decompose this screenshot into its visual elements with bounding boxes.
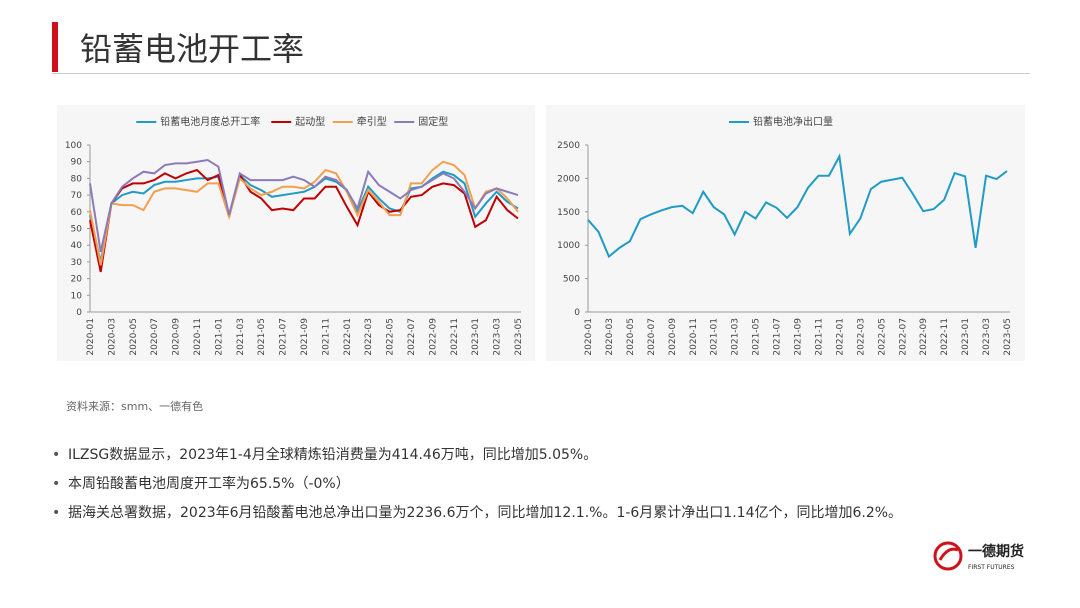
x-tick-label: 2021-05 <box>752 318 762 356</box>
x-tick-label: 2021-09 <box>300 318 310 356</box>
x-tick-label: 2021-07 <box>773 318 783 356</box>
x-tick-label: 2022-01 <box>343 318 353 356</box>
y-tick-label: 90 <box>71 158 83 168</box>
x-tick-label: 2023-01 <box>961 318 971 356</box>
x-tick-label: 2021-09 <box>794 318 804 356</box>
x-tick-label: 2021-01 <box>710 318 720 356</box>
x-tick-label: 2021-11 <box>814 318 824 356</box>
x-tick-label: 2022-11 <box>450 318 460 356</box>
y-tick-label: 1500 <box>557 208 580 218</box>
x-tick-label: 2020-11 <box>689 318 699 356</box>
slide-title: 铅蓄电池开工率 <box>80 30 305 68</box>
y-tick-label: 2500 <box>557 141 580 151</box>
x-tick-label: 2020-03 <box>107 318 117 356</box>
x-tick-label: 2022-03 <box>364 318 374 356</box>
series-line <box>89 158 519 253</box>
series-line <box>89 170 519 263</box>
logo-name: 一德期货 <box>968 543 1024 560</box>
bullet: 本周铅酸蓄电池周度开工率为65.5%（-0%） <box>52 473 902 502</box>
series-line <box>587 153 1008 259</box>
y-tick-label: 0 <box>574 308 580 318</box>
y-tick-label: 60 <box>71 208 83 218</box>
x-tick-label: 2020-07 <box>150 318 160 356</box>
bullet: ILZSG数据显示，2023年1-4月全球精炼铅消费量为414.46万吨，同比增… <box>52 444 902 473</box>
x-tick-label: 2021-05 <box>257 318 267 356</box>
x-tick-label: 2021-03 <box>236 318 246 356</box>
x-tick-label: 2020-05 <box>626 318 636 356</box>
x-tick-label: 2021-01 <box>214 318 224 356</box>
y-tick-label: 10 <box>71 291 83 301</box>
bullet-list: ILZSG数据显示，2023年1-4月全球精炼铅消费量为414.46万吨，同比增… <box>52 444 902 531</box>
x-tick-label: 2022-09 <box>428 318 438 356</box>
x-tick-label: 2020-09 <box>172 318 182 356</box>
x-tick-label: 2023-03 <box>982 318 992 356</box>
series-line <box>89 168 519 273</box>
x-tick-label: 2020-11 <box>193 318 203 356</box>
x-tick-label: 2022-03 <box>856 318 866 356</box>
x-tick-label: 2020-01 <box>584 318 594 356</box>
title-bar <box>52 22 58 72</box>
panel <box>57 105 535 361</box>
x-tick-label: 2020-03 <box>605 318 615 356</box>
x-tick-label: 2022-07 <box>898 318 908 356</box>
x-tick-label: 2022-01 <box>835 318 845 356</box>
x-tick-label: 2023-05 <box>1003 318 1013 356</box>
x-tick-label: 2021-07 <box>279 318 289 356</box>
x-tick-label: 2022-05 <box>877 318 887 356</box>
y-tick-label: 30 <box>71 258 83 268</box>
legend-label: 起动型 <box>295 115 325 128</box>
y-tick-label: 2000 <box>557 174 580 184</box>
legend-label: 固定型 <box>418 115 448 128</box>
panel <box>546 105 1025 361</box>
series-line <box>89 160 519 266</box>
x-tick-label: 2021-03 <box>731 318 741 356</box>
logo-sub: FIRST FUTURES <box>968 564 1015 571</box>
y-tick-label: 40 <box>71 241 83 251</box>
logo-icon <box>938 547 959 561</box>
legend-label: 牵引型 <box>357 115 387 128</box>
x-tick-label: 2020-01 <box>86 318 96 356</box>
legend-label: 铅蓄电池净出口量 <box>753 115 833 128</box>
logo-icon <box>933 541 963 571</box>
y-tick-label: 20 <box>71 275 83 285</box>
legend-label: 铅蓄电池月度总开工率 <box>160 115 260 128</box>
y-tick-label: 50 <box>71 225 83 235</box>
x-tick-label: 2021-11 <box>321 318 331 356</box>
x-tick-label: 2020-05 <box>129 318 139 356</box>
x-tick-label: 2022-07 <box>407 318 417 356</box>
y-tick-label: 80 <box>71 174 83 184</box>
y-tick-label: 0 <box>76 308 82 318</box>
y-tick-label: 100 <box>65 141 82 151</box>
y-tick-label: 70 <box>71 191 83 201</box>
bullet: 据海关总署数据，2023年6月铅酸蓄电池总净出口量为2236.6万个，同比增加1… <box>52 502 902 531</box>
x-tick-label: 2020-07 <box>647 318 657 356</box>
x-tick-label: 2023-05 <box>514 318 524 356</box>
y-tick-label: 1000 <box>557 241 580 251</box>
y-tick-label: 500 <box>563 275 580 285</box>
x-tick-label: 2022-09 <box>919 318 929 356</box>
x-tick-label: 2023-03 <box>493 318 503 356</box>
charts: 0 10 20 30 40 50 60 70 80 90 100 2020-01 2020-03 2020… <box>57 105 1025 361</box>
divider <box>52 73 1030 74</box>
x-tick-label: 2023-01 <box>471 318 481 356</box>
x-tick-label: 2022-11 <box>940 318 950 356</box>
source-note: 资料来源：smm、一德有色 <box>66 400 204 413</box>
logo: 一德期货 FIRST FUTURES <box>933 541 1024 571</box>
x-tick-label: 2020-09 <box>668 318 678 356</box>
x-tick-label: 2022-05 <box>386 318 396 356</box>
